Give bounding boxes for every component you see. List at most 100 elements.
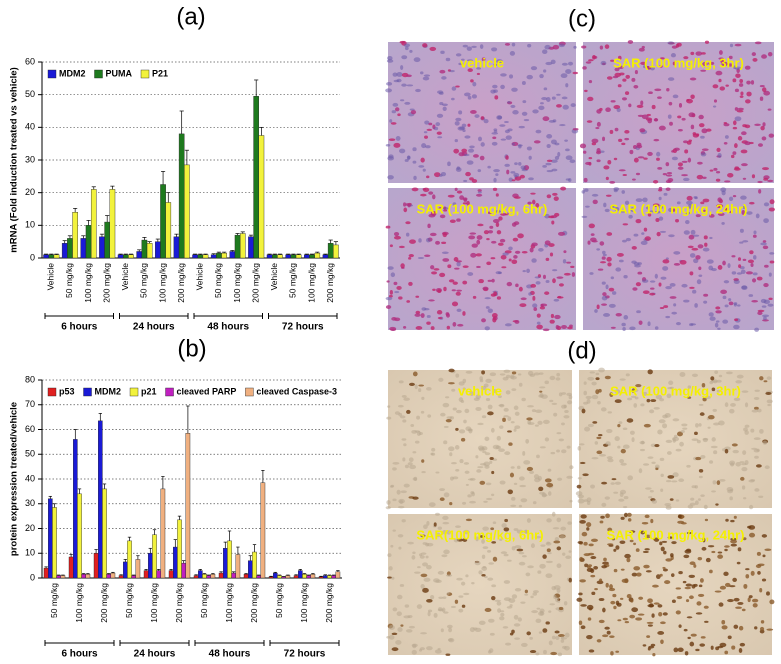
cell bbox=[502, 376, 509, 381]
error-bar bbox=[136, 555, 140, 560]
cell bbox=[695, 423, 699, 428]
cell bbox=[717, 197, 722, 203]
cell bbox=[568, 178, 572, 182]
cell bbox=[499, 538, 503, 542]
cell bbox=[448, 627, 453, 633]
cell bbox=[552, 269, 558, 272]
cell bbox=[723, 571, 729, 576]
cell bbox=[714, 322, 719, 328]
cell bbox=[402, 457, 406, 462]
cell bbox=[563, 415, 570, 419]
cell bbox=[491, 493, 495, 497]
cell bbox=[552, 119, 557, 123]
cell bbox=[538, 247, 544, 252]
cell bbox=[389, 289, 393, 295]
cell bbox=[693, 564, 697, 568]
cell bbox=[699, 643, 706, 647]
cell bbox=[462, 202, 467, 205]
cell bbox=[485, 306, 490, 309]
cell bbox=[761, 578, 767, 582]
cell bbox=[636, 144, 643, 149]
cell bbox=[511, 594, 518, 599]
cell bbox=[715, 320, 720, 323]
cell bbox=[403, 443, 407, 447]
cell bbox=[713, 167, 718, 171]
cell bbox=[556, 93, 561, 96]
cell bbox=[603, 313, 611, 317]
image-caption: vehicle bbox=[458, 383, 502, 398]
cell bbox=[500, 213, 507, 216]
cell bbox=[587, 376, 595, 381]
cell bbox=[507, 101, 511, 104]
cell bbox=[440, 412, 446, 417]
cell bbox=[536, 313, 541, 318]
cell bbox=[527, 405, 534, 408]
cell bbox=[406, 84, 414, 87]
cell bbox=[633, 566, 641, 571]
cell bbox=[551, 635, 556, 640]
cell bbox=[580, 625, 586, 630]
cell bbox=[499, 480, 506, 485]
cell bbox=[426, 321, 431, 325]
cell bbox=[675, 610, 681, 615]
x-tick-label: Vehicle bbox=[195, 263, 205, 291]
cell bbox=[638, 468, 643, 474]
cell bbox=[759, 96, 764, 101]
cell bbox=[526, 146, 532, 151]
cell bbox=[646, 621, 654, 624]
cell bbox=[393, 281, 398, 286]
cell bbox=[436, 131, 442, 135]
cell bbox=[617, 619, 622, 622]
cell bbox=[504, 163, 510, 167]
cell bbox=[409, 382, 415, 387]
cell bbox=[463, 198, 468, 202]
cell bbox=[393, 231, 400, 237]
cell bbox=[724, 135, 729, 139]
cell bbox=[385, 305, 392, 309]
cell bbox=[577, 446, 582, 451]
cell bbox=[585, 205, 590, 208]
cell bbox=[445, 312, 450, 316]
cell bbox=[665, 174, 673, 177]
cell bbox=[767, 303, 774, 307]
cell bbox=[605, 441, 611, 446]
cell bbox=[451, 388, 456, 392]
cell bbox=[394, 235, 401, 240]
cell bbox=[508, 177, 513, 182]
cell bbox=[404, 101, 411, 105]
cell bbox=[643, 157, 648, 160]
cell bbox=[513, 428, 517, 432]
cell bbox=[619, 459, 625, 464]
cell bbox=[640, 100, 644, 106]
cell bbox=[723, 121, 728, 125]
cell bbox=[418, 165, 425, 168]
cell bbox=[422, 168, 426, 172]
cell bbox=[588, 552, 595, 556]
cell bbox=[445, 653, 451, 656]
cell bbox=[404, 464, 410, 469]
cell bbox=[557, 295, 562, 299]
cell bbox=[561, 449, 567, 454]
cell bbox=[568, 550, 572, 553]
y-tick-label: 70 bbox=[25, 399, 35, 409]
bar bbox=[248, 236, 254, 259]
cell bbox=[536, 607, 541, 610]
cell bbox=[415, 295, 420, 298]
legend-label: MDM2 bbox=[59, 68, 86, 78]
cell bbox=[683, 554, 690, 559]
cell bbox=[735, 73, 741, 78]
cell bbox=[452, 281, 458, 285]
cell bbox=[436, 113, 444, 118]
error-bar bbox=[291, 253, 296, 255]
error-bar bbox=[52, 503, 57, 508]
bar bbox=[72, 439, 78, 579]
cell bbox=[503, 369, 511, 373]
cell bbox=[669, 498, 674, 501]
cell bbox=[421, 470, 426, 474]
cell bbox=[387, 266, 394, 270]
cell bbox=[520, 297, 527, 301]
cell bbox=[396, 611, 402, 617]
cell bbox=[414, 313, 421, 317]
cell bbox=[482, 526, 489, 531]
y-tick-label: 50 bbox=[25, 449, 35, 459]
